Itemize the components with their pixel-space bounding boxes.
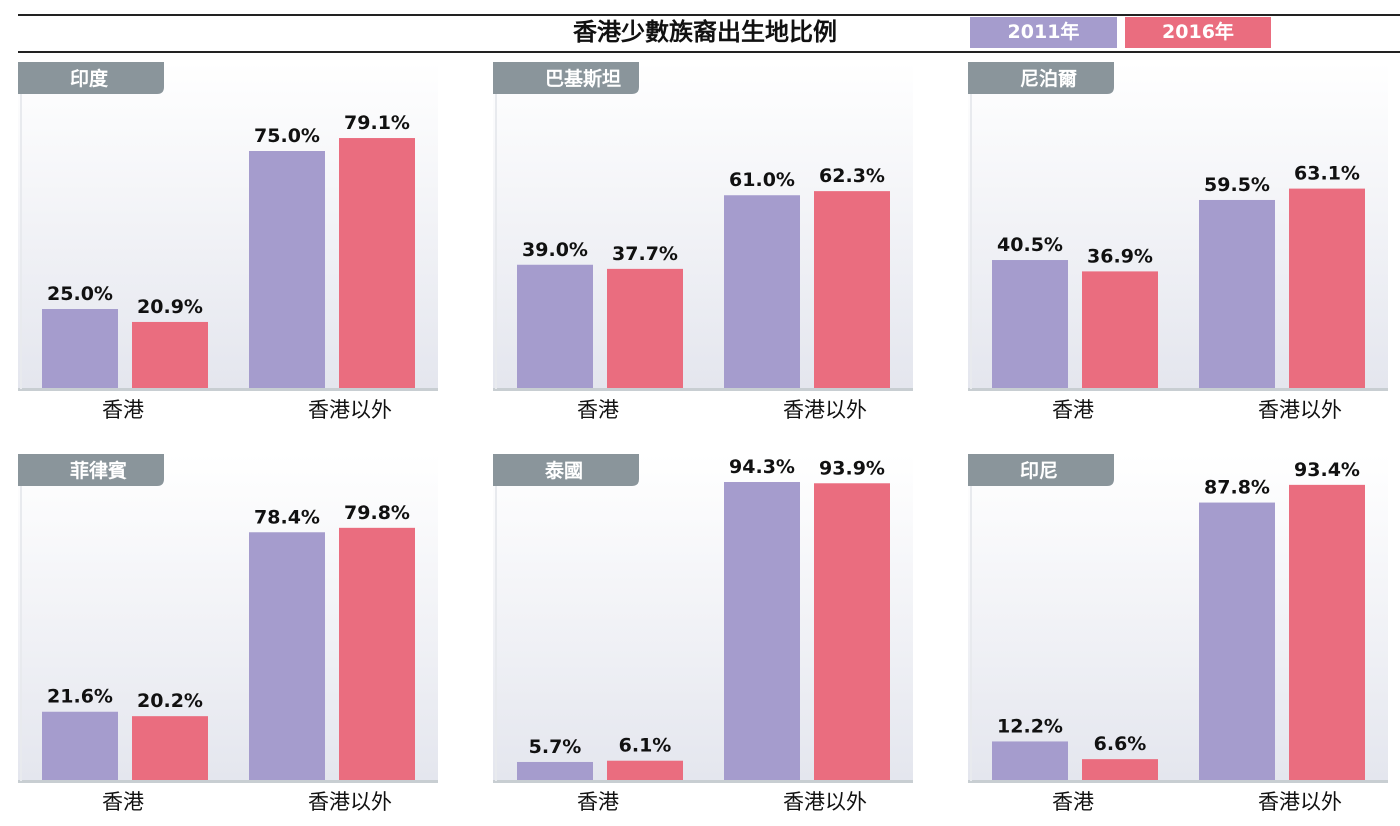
- data-label: 79.1%: [344, 112, 410, 134]
- data-label: 61.0%: [729, 169, 795, 191]
- legend-2011: 2011年: [970, 17, 1117, 48]
- panel-baseline: [493, 388, 913, 391]
- category-label: 香港以外: [308, 398, 392, 422]
- chart-header: 香港少數族裔出生地比例 2011年 2016年: [0, 0, 1400, 54]
- panel-baseline: [968, 388, 1388, 391]
- data-label: 62.3%: [819, 165, 885, 187]
- data-label: 25.0%: [47, 283, 113, 305]
- bar-2016: [1289, 484, 1365, 780]
- panel-baseline: [18, 780, 438, 783]
- bar-2011: [42, 711, 118, 780]
- category-label: 香港以外: [308, 790, 392, 814]
- category-label: 香港: [1052, 398, 1094, 422]
- category-label: 香港以外: [783, 790, 867, 814]
- panel-left-edge: [495, 63, 497, 389]
- data-label: 79.8%: [344, 502, 410, 524]
- bar-2016: [1289, 188, 1365, 388]
- category-label: 香港以外: [783, 398, 867, 422]
- bar-2011: [1199, 199, 1275, 388]
- country-tag: [493, 62, 639, 94]
- data-label: 93.9%: [819, 457, 885, 479]
- bar-2011: [249, 151, 325, 388]
- bar-2011: [249, 532, 325, 780]
- data-label: 21.6%: [47, 686, 113, 708]
- bar-2016: [132, 716, 208, 780]
- panel-left-edge: [20, 63, 22, 389]
- panel-left-edge: [495, 455, 497, 781]
- bar-2016: [1082, 271, 1158, 388]
- bar-2016: [339, 527, 415, 780]
- bar-2016: [814, 483, 890, 780]
- category-label: 香港以外: [1258, 398, 1342, 422]
- panel-left-edge: [20, 455, 22, 781]
- bar-2016: [607, 268, 683, 388]
- panel-left-edge: [970, 63, 972, 389]
- panel-left-edge: [970, 455, 972, 781]
- data-label: 94.3%: [729, 456, 795, 478]
- bar-2011: [1199, 502, 1275, 780]
- country-tag: [968, 454, 1114, 486]
- category-label: 香港以外: [1258, 790, 1342, 814]
- bar-2011: [42, 309, 118, 388]
- bar-2011: [992, 260, 1068, 388]
- data-label: 20.2%: [137, 690, 203, 712]
- data-label: 40.5%: [997, 234, 1063, 256]
- bar-2016: [339, 138, 415, 388]
- bar-2016: [607, 760, 683, 780]
- header-rule-top: [18, 14, 1400, 16]
- bar-2016: [132, 321, 208, 388]
- data-label: 6.6%: [1094, 733, 1147, 755]
- bar-2016: [1082, 759, 1158, 780]
- data-label: 12.2%: [997, 715, 1063, 737]
- data-label: 75.0%: [254, 125, 320, 147]
- chart-title: 香港少數族裔出生地比例: [573, 18, 837, 46]
- category-label: 香港: [577, 790, 619, 814]
- country-tag-label: 菲律賓: [70, 459, 127, 482]
- country-tag-label: 泰國: [544, 459, 583, 482]
- panel-baseline: [493, 780, 913, 783]
- category-label: 香港: [102, 398, 144, 422]
- country-tag-label: 巴基斯坦: [545, 67, 621, 90]
- data-label: 39.0%: [522, 239, 588, 261]
- data-label: 5.7%: [529, 736, 582, 758]
- data-label: 78.4%: [254, 506, 320, 528]
- bar-2011: [517, 264, 593, 388]
- data-label: 6.1%: [619, 735, 672, 757]
- data-label: 37.7%: [612, 243, 678, 265]
- legend-2016: 2016年: [1125, 17, 1271, 48]
- country-tag: [18, 62, 164, 94]
- panel-baseline: [968, 780, 1388, 783]
- bar-2011: [517, 761, 593, 780]
- bar-2011: [724, 195, 800, 388]
- panel-baseline: [18, 388, 438, 391]
- country-tag-label: 印尼: [1020, 460, 1058, 482]
- bar-2011: [724, 482, 800, 780]
- data-label: 87.8%: [1204, 477, 1270, 499]
- data-label: 36.9%: [1087, 245, 1153, 267]
- category-label: 香港: [1052, 790, 1094, 814]
- country-tag: [493, 454, 639, 486]
- data-label: 63.1%: [1294, 163, 1360, 185]
- data-label: 93.4%: [1294, 459, 1360, 481]
- header-rule-bottom: [18, 51, 1400, 53]
- country-tag-label: 尼泊爾: [1020, 68, 1077, 90]
- country-tag-label: 印度: [70, 67, 109, 90]
- country-tag: [968, 62, 1114, 94]
- country-tag: [18, 454, 164, 486]
- data-label: 20.9%: [137, 296, 203, 318]
- category-label: 香港: [577, 398, 619, 422]
- data-label: 59.5%: [1204, 174, 1270, 196]
- bar-2016: [814, 191, 890, 388]
- bar-2011: [992, 741, 1068, 780]
- category-label: 香港: [102, 790, 144, 814]
